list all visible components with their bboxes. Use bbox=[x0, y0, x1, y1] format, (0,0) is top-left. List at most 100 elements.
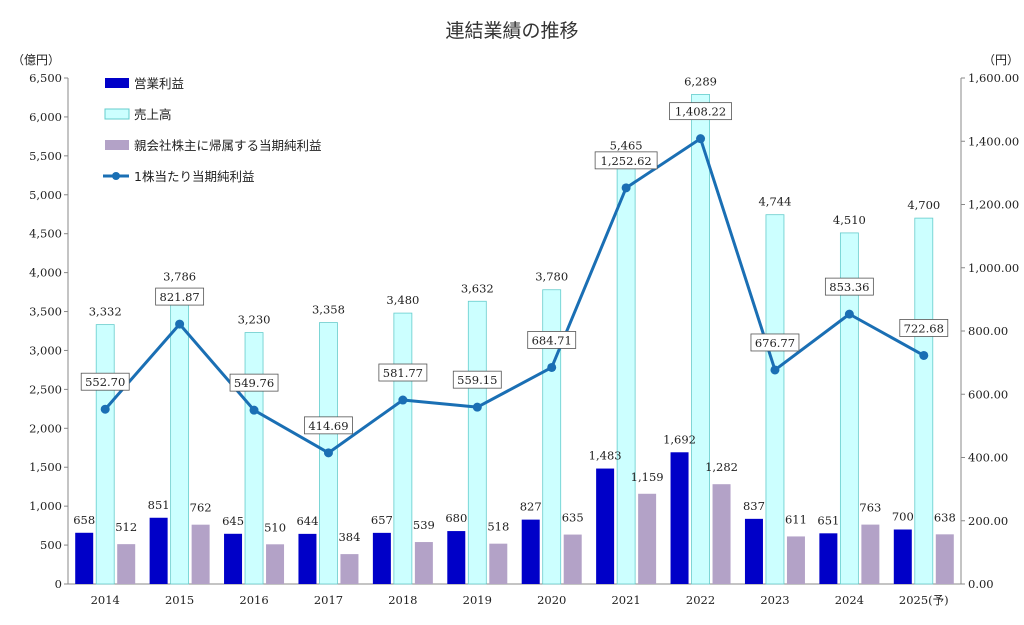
legend-label-sales: 売上高 bbox=[134, 107, 172, 122]
bar-sales bbox=[691, 94, 710, 585]
y-left-unit: （億円） bbox=[12, 53, 60, 67]
bar-operating-profit bbox=[744, 518, 763, 584]
eps-point bbox=[100, 404, 110, 414]
label-operating-profit: 645 bbox=[222, 514, 244, 528]
eps-point bbox=[844, 309, 854, 319]
label-sales: 3,358 bbox=[312, 303, 345, 317]
label-operating-profit: 680 bbox=[445, 511, 467, 525]
axes bbox=[64, 77, 965, 585]
label-box-eps bbox=[527, 331, 577, 349]
y-right-tick-label: 1,000.00 bbox=[968, 261, 1019, 275]
label-eps: 684.71 bbox=[532, 333, 572, 347]
legend-swatch-sales bbox=[104, 108, 130, 120]
label-eps: 414.69 bbox=[308, 419, 348, 433]
bar-operating-profit bbox=[596, 468, 615, 584]
label-net-income: 763 bbox=[859, 501, 881, 515]
label-net-income: 635 bbox=[562, 511, 584, 525]
label-box-eps bbox=[669, 102, 732, 121]
bar-net-income bbox=[414, 542, 433, 584]
eps-point bbox=[323, 448, 333, 458]
label-operating-profit: 851 bbox=[148, 498, 170, 512]
bar-operating-profit bbox=[893, 529, 912, 584]
x-category-label: 2025(予) bbox=[899, 593, 949, 607]
bar-operating-profit bbox=[819, 533, 838, 584]
label-eps: 676.77 bbox=[755, 336, 795, 350]
eps-line-series bbox=[100, 134, 929, 458]
label-sales: 4,700 bbox=[907, 198, 940, 212]
bar-sales bbox=[765, 214, 785, 585]
y-left-tick-label: 3,500 bbox=[29, 305, 62, 319]
bar-sales bbox=[914, 217, 934, 585]
label-operating-profit: 644 bbox=[296, 514, 318, 528]
eps-point bbox=[547, 362, 557, 372]
label-operating-profit: 1,692 bbox=[663, 432, 696, 446]
label-sales: 3,786 bbox=[163, 269, 196, 283]
legend-marker-eps bbox=[112, 172, 120, 180]
bar-net-income bbox=[861, 524, 880, 584]
label-net-income: 762 bbox=[190, 501, 212, 515]
label-sales: 6,289 bbox=[684, 74, 717, 88]
label-box-eps bbox=[80, 372, 130, 391]
x-category-label: 2014 bbox=[91, 593, 120, 607]
y-left-tick-label: 3,000 bbox=[29, 343, 62, 357]
bar-sales bbox=[393, 312, 413, 585]
label-eps: 1,408.22 bbox=[675, 105, 726, 119]
label-box-eps bbox=[824, 277, 874, 296]
label-net-income: 1,159 bbox=[631, 470, 664, 484]
label-box-eps bbox=[378, 363, 428, 382]
bar-operating-profit bbox=[372, 532, 391, 584]
y-left-tick-label: 4,000 bbox=[29, 266, 62, 280]
y-left-tick-label: 6,500 bbox=[29, 71, 62, 85]
label-eps: 552.70 bbox=[85, 375, 125, 389]
label-sales: 3,480 bbox=[386, 293, 419, 307]
label-eps: 559.15 bbox=[457, 373, 497, 387]
x-category-label: 2016 bbox=[239, 593, 268, 607]
label-eps: 722.68 bbox=[904, 321, 944, 335]
eps-point bbox=[472, 402, 482, 412]
bar-operating-profit bbox=[298, 533, 317, 584]
bar-sales bbox=[95, 324, 115, 585]
label-operating-profit: 651 bbox=[817, 513, 839, 527]
label-box-eps bbox=[594, 151, 658, 170]
x-category-label: 2019 bbox=[463, 593, 492, 607]
bar-operating-profit bbox=[521, 519, 540, 584]
bar-sales bbox=[244, 332, 264, 585]
label-net-income: 638 bbox=[934, 510, 956, 524]
x-category-label: 2023 bbox=[760, 593, 789, 607]
x-category-label: 2020 bbox=[537, 593, 566, 607]
label-net-income: 384 bbox=[338, 530, 360, 544]
label-sales: 3,332 bbox=[89, 305, 122, 319]
label-net-income: 1,282 bbox=[705, 460, 738, 474]
bar-net-income bbox=[638, 493, 657, 584]
bar-operating-profit bbox=[149, 517, 168, 584]
label-operating-profit: 657 bbox=[371, 513, 393, 527]
label-sales: 3,632 bbox=[461, 281, 494, 295]
bar-operating-profit bbox=[447, 531, 466, 584]
y-left-tick-label: 1,500 bbox=[29, 460, 62, 474]
y-left-tick-label: 2,500 bbox=[29, 382, 62, 396]
label-net-income: 510 bbox=[264, 520, 286, 534]
bar-net-income bbox=[191, 524, 210, 584]
x-category-label: 2022 bbox=[686, 593, 715, 607]
chart-title: 連結業績の推移 bbox=[445, 20, 578, 42]
label-eps: 1,252.62 bbox=[601, 154, 652, 168]
x-category-label: 2021 bbox=[611, 593, 640, 607]
legend-swatch-net-income bbox=[105, 140, 129, 150]
bar-operating-profit bbox=[75, 532, 94, 584]
tick-labels: 0 500 1,000 1,500 2,000 2,500 3,000 3,500 4,000 4… bbox=[29, 71, 1019, 607]
label-box-eps bbox=[750, 333, 800, 352]
eps-point bbox=[621, 183, 631, 193]
label-box-eps bbox=[155, 287, 205, 306]
eps-point bbox=[919, 350, 929, 360]
bar-sales bbox=[839, 232, 859, 585]
label-box-eps bbox=[304, 416, 353, 435]
bar-net-income bbox=[117, 544, 136, 584]
label-operating-profit: 700 bbox=[892, 510, 914, 524]
bar-sales bbox=[542, 289, 562, 585]
eps-point bbox=[398, 395, 408, 405]
y-right-tick-label: 600.00 bbox=[968, 387, 1008, 401]
bars bbox=[75, 94, 954, 585]
bar-net-income bbox=[266, 544, 285, 584]
